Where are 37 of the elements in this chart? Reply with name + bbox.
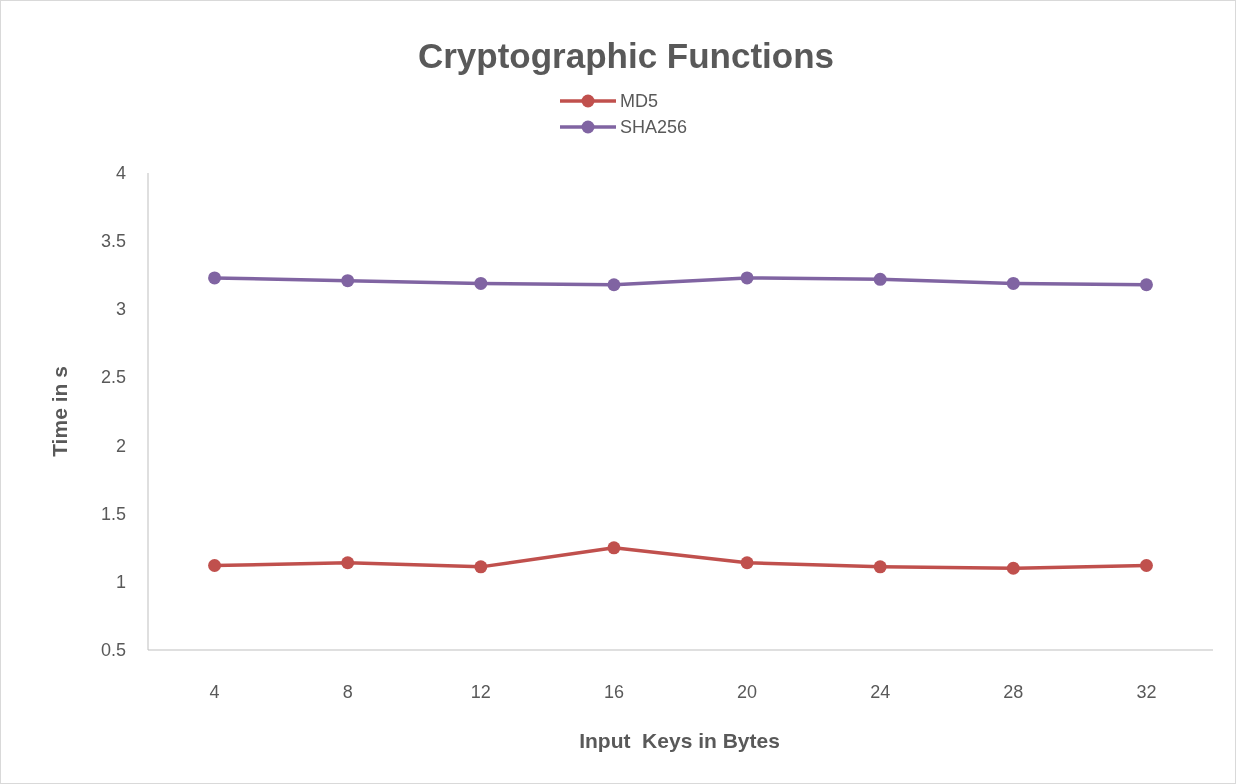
y-tick-label: 1.5 xyxy=(100,503,126,524)
y-tick-label: 4 xyxy=(115,163,126,183)
y-tick-label: 3.5 xyxy=(100,231,126,252)
point xyxy=(607,541,621,555)
chart-title: Cryptographic Functions xyxy=(417,36,835,75)
point xyxy=(873,560,887,574)
x-tick-label: 4 xyxy=(209,682,220,702)
point xyxy=(341,556,355,570)
x-tick-label: 8 xyxy=(342,682,353,702)
point xyxy=(607,278,621,292)
y-tick-label: 2 xyxy=(115,435,126,456)
x-tick-label: 32 xyxy=(1136,682,1157,702)
x-tick-label: 20 xyxy=(737,682,758,702)
legend-label: SHA256 xyxy=(620,117,688,137)
y-tick-label: 3 xyxy=(115,299,126,320)
point xyxy=(1139,559,1153,572)
point xyxy=(1006,561,1020,575)
point xyxy=(873,272,887,286)
y-tick-label: 2.5 xyxy=(100,367,126,388)
point xyxy=(474,276,488,290)
x-tick-label: 16 xyxy=(603,682,624,702)
x-axis-title: Input Keys in Bytes xyxy=(579,729,780,752)
point xyxy=(208,271,222,285)
point xyxy=(740,271,754,285)
y-tick-label: 0.5 xyxy=(100,640,126,660)
y-tick-label: 1 xyxy=(115,571,126,592)
x-tick-label: 12 xyxy=(470,682,491,702)
x-tick-label: 28 xyxy=(1003,682,1024,702)
point xyxy=(1006,276,1020,290)
point xyxy=(474,560,488,574)
y-axis-title: Time in s xyxy=(48,366,71,457)
legend-label: MD5 xyxy=(620,91,659,111)
point xyxy=(341,274,355,288)
point xyxy=(1139,278,1153,292)
x-tick-label: 24 xyxy=(870,682,891,702)
point xyxy=(208,559,222,572)
point xyxy=(740,556,754,570)
